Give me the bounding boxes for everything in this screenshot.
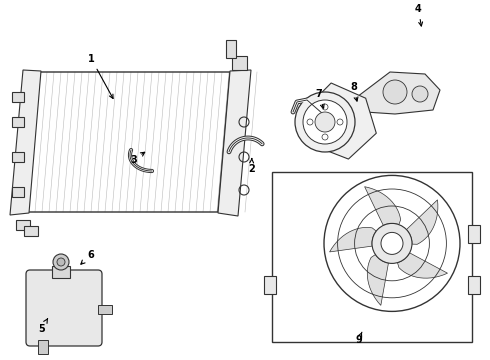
Text: 2: 2 — [248, 158, 255, 174]
Bar — [12, 117, 24, 127]
Polygon shape — [218, 70, 251, 216]
Bar — [12, 187, 24, 197]
Circle shape — [372, 224, 412, 264]
Text: 4: 4 — [415, 4, 422, 26]
Bar — [98, 305, 112, 314]
Circle shape — [57, 258, 65, 266]
Circle shape — [322, 134, 328, 140]
Circle shape — [324, 175, 460, 311]
Text: 7: 7 — [315, 89, 324, 108]
Circle shape — [322, 104, 328, 110]
Circle shape — [303, 100, 347, 144]
Circle shape — [381, 233, 403, 255]
Polygon shape — [353, 72, 440, 114]
Polygon shape — [10, 70, 41, 215]
Bar — [272, 172, 472, 342]
Bar — [226, 40, 236, 58]
Circle shape — [412, 86, 428, 102]
Circle shape — [53, 254, 69, 270]
FancyBboxPatch shape — [26, 270, 102, 346]
Polygon shape — [304, 83, 376, 159]
Circle shape — [295, 92, 355, 152]
Bar — [232, 56, 247, 70]
Polygon shape — [330, 228, 376, 252]
Text: 6: 6 — [81, 250, 94, 264]
Bar — [24, 226, 38, 236]
Text: 5: 5 — [38, 319, 48, 334]
Polygon shape — [365, 187, 401, 225]
Text: 1: 1 — [88, 54, 113, 99]
Circle shape — [383, 80, 407, 104]
Bar — [468, 225, 480, 243]
Bar — [38, 340, 48, 354]
Bar — [264, 276, 276, 294]
Bar — [12, 92, 24, 102]
Bar — [16, 220, 30, 230]
Polygon shape — [406, 200, 438, 244]
Bar — [52, 266, 70, 278]
Text: 8: 8 — [350, 82, 358, 101]
Text: 9: 9 — [355, 332, 362, 345]
Bar — [468, 276, 480, 294]
Polygon shape — [368, 255, 389, 305]
Circle shape — [337, 119, 343, 125]
Polygon shape — [28, 72, 230, 212]
Circle shape — [307, 119, 313, 125]
Polygon shape — [397, 253, 447, 278]
Text: 3: 3 — [130, 152, 145, 165]
Bar — [12, 152, 24, 162]
Circle shape — [315, 112, 335, 132]
